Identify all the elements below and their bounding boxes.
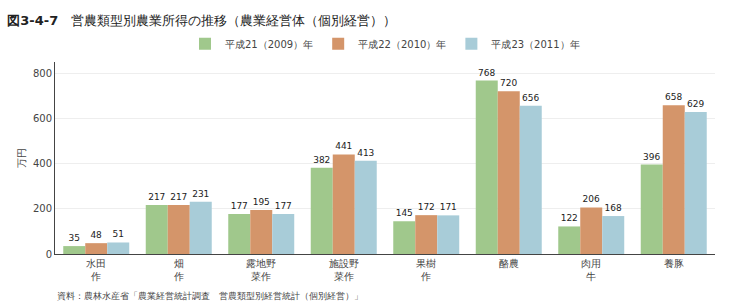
svg-text:図3-4-7 営農類型別農業所得の推移（農業経営体（個別経営: 図3-4-7 営農類型別農業所得の推移（農業経営体（個別経営））	[7, 13, 396, 28]
svg-text:168: 168	[605, 203, 622, 213]
svg-text:231: 231	[192, 189, 209, 199]
svg-text:441: 441	[335, 141, 352, 151]
svg-text:629: 629	[687, 99, 704, 109]
svg-text:51: 51	[113, 229, 124, 239]
svg-text:平成23（2011）年: 平成23（2011）年	[491, 39, 579, 50]
svg-text:0: 0	[46, 249, 52, 260]
svg-text:217: 217	[170, 192, 187, 202]
svg-text:平成21（2009）年: 平成21（2009）年	[225, 39, 313, 50]
svg-text:48: 48	[90, 230, 102, 240]
svg-text:413: 413	[357, 148, 374, 158]
svg-text:172: 172	[418, 202, 435, 212]
svg-text:資料：農林水産省「農業経営統計調査 営農類型別経営統計（個別: 資料：農林水産省「農業経営統計調査 営農類型別経営統計（個別経営）」	[57, 291, 363, 301]
svg-text:400: 400	[33, 158, 52, 169]
svg-text:656: 656	[522, 93, 539, 103]
svg-text:水田作: 水田作	[86, 258, 106, 282]
svg-text:畑作: 畑作	[173, 258, 184, 282]
svg-text:396: 396	[643, 152, 660, 162]
svg-text:平成22（2010）年: 平成22（2010）年	[358, 39, 446, 50]
svg-text:施設野菜作: 施設野菜作	[329, 258, 359, 282]
svg-text:酪農: 酪農	[499, 258, 519, 269]
svg-text:177: 177	[275, 201, 292, 211]
svg-text:177: 177	[231, 201, 248, 211]
svg-text:206: 206	[583, 194, 600, 204]
svg-text:145: 145	[396, 208, 413, 218]
svg-text:768: 768	[478, 68, 495, 78]
svg-text:万円: 万円	[16, 148, 27, 168]
svg-text:195: 195	[253, 197, 270, 207]
svg-text:720: 720	[500, 78, 517, 88]
svg-text:肉用牛: 肉用牛	[581, 258, 601, 282]
svg-text:果樹作: 果樹作	[416, 258, 436, 282]
svg-text:露地野菜作: 露地野菜作	[246, 258, 276, 282]
svg-text:171: 171	[440, 202, 457, 212]
svg-text:658: 658	[665, 92, 682, 102]
svg-text:122: 122	[561, 213, 578, 223]
svg-text:382: 382	[313, 155, 330, 165]
svg-text:800: 800	[33, 68, 52, 79]
svg-text:養豚: 養豚	[664, 258, 684, 269]
svg-text:217: 217	[148, 192, 165, 202]
svg-text:35: 35	[69, 233, 80, 243]
svg-text:200: 200	[33, 203, 52, 214]
svg-text:600: 600	[33, 113, 52, 124]
